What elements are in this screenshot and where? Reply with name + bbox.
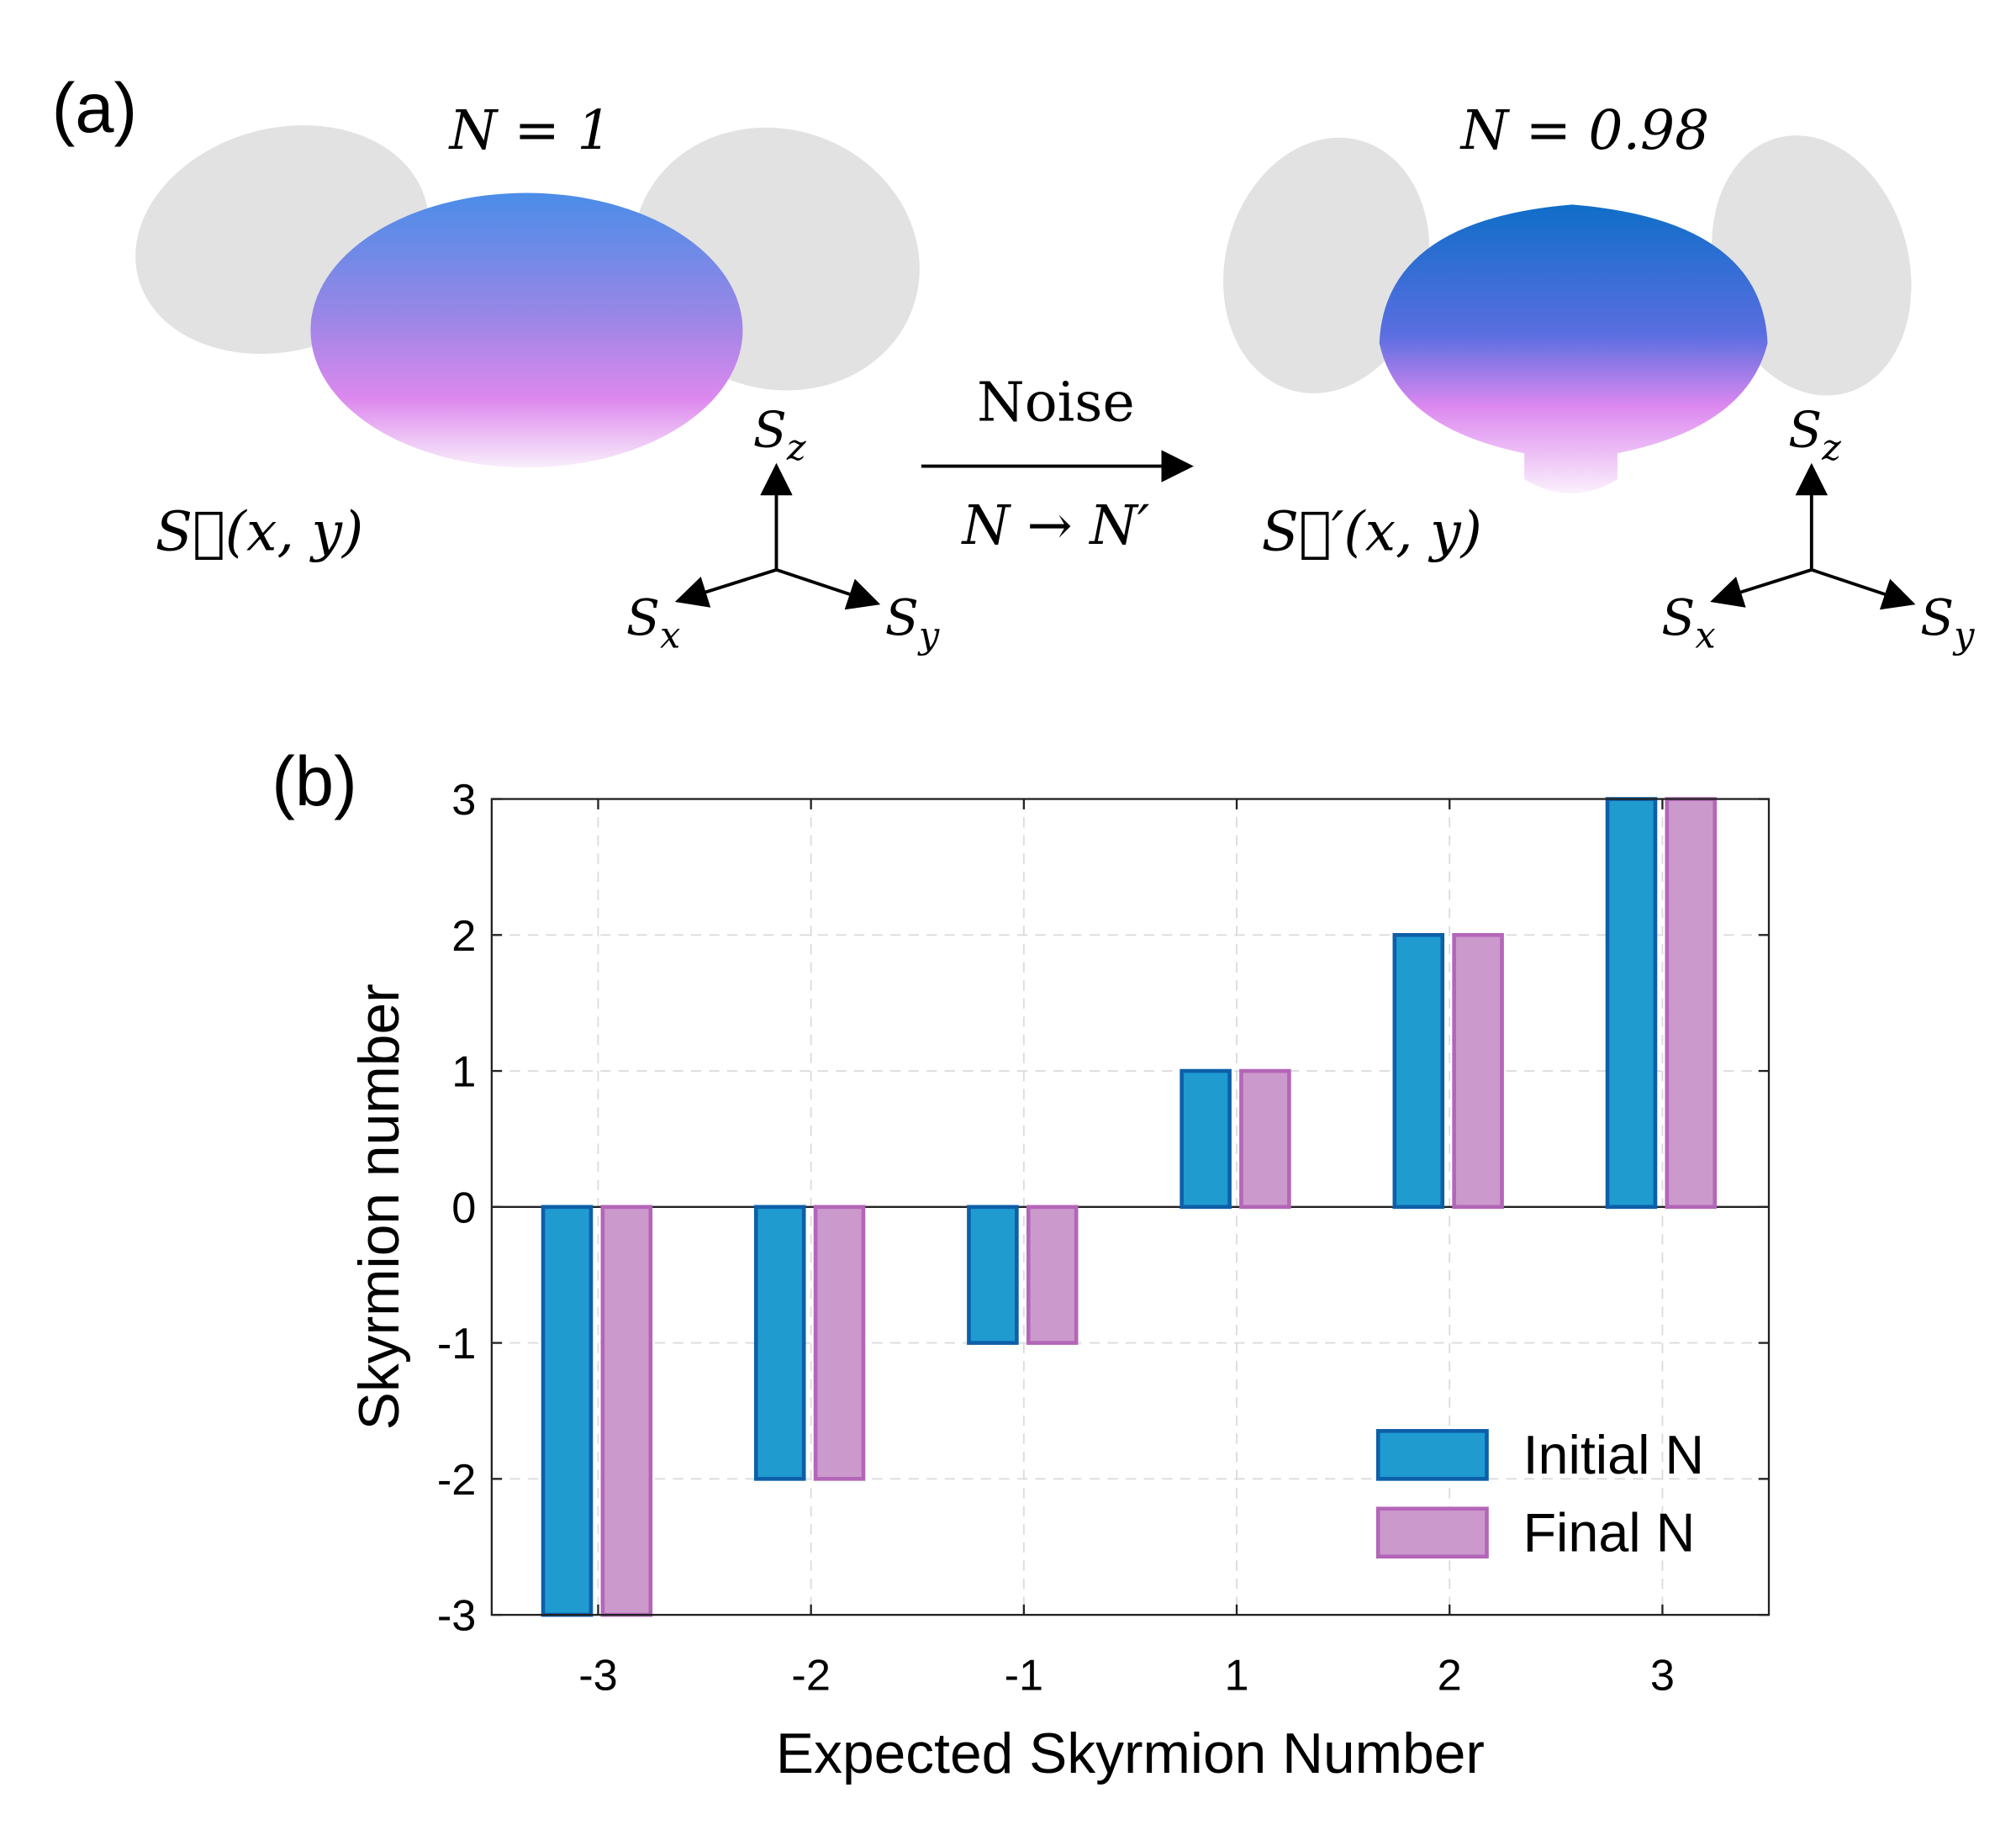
x-tick-label: 3 <box>1650 1651 1675 1700</box>
bar <box>600 1205 653 1617</box>
bar <box>1605 797 1658 1210</box>
y-tick-label: -2 <box>437 1456 477 1505</box>
axis-label: Sx <box>1661 589 1715 656</box>
field-label: S⃗(x, y) <box>156 501 364 564</box>
field-label: S⃗′(x, y) <box>1262 501 1482 564</box>
legend-label: Final N <box>1523 1502 1696 1563</box>
axis-label: Sx <box>626 589 680 656</box>
y-tick-label: 0 <box>451 1184 476 1232</box>
axis-symbol: S <box>753 401 787 458</box>
skyrmion-sphere <box>310 192 743 468</box>
plot-frame <box>490 798 1771 1616</box>
axis-subscript: y <box>917 614 940 656</box>
y-tick-label: -3 <box>437 1592 477 1641</box>
bar <box>541 1205 594 1617</box>
axis-symbol: S <box>1920 589 1954 646</box>
axis-subscript: x <box>660 614 680 656</box>
skyrmion-sphere <box>1379 204 1768 493</box>
projection-blob <box>1223 137 1430 393</box>
axis-symbol: S <box>1788 401 1822 458</box>
axis-labels: Sz Sx Sy Sz Sx Sy <box>626 401 1975 656</box>
y-tick-label: 1 <box>451 1048 476 1097</box>
arrow-label: Noise <box>977 372 1135 435</box>
axis-symbol: S <box>626 589 660 646</box>
bar <box>1452 932 1504 1210</box>
axis-symbol: S <box>885 589 919 646</box>
y-tick-label: 2 <box>451 912 476 961</box>
x-tick-label: -1 <box>1005 1651 1044 1700</box>
x-tick-label: -2 <box>791 1651 831 1700</box>
x-axis-label: Expected Skyrmion Number <box>776 1722 1485 1785</box>
bar <box>967 1205 1019 1345</box>
bar <box>1180 1068 1232 1210</box>
bar <box>753 1205 806 1481</box>
x-tick-label: 2 <box>1438 1651 1462 1700</box>
skyrmion-number: N = 0.98 <box>1459 99 1710 162</box>
axis-symbol: S <box>1661 589 1695 646</box>
axis-subscript: x <box>1695 614 1715 656</box>
axis-subscript: y <box>1952 614 1975 656</box>
bar <box>1239 1068 1291 1210</box>
bar-chart: -3 -2 -1 1 2 3 -3 -2 -1 0 1 2 3 Initial N Final N Expec… <box>348 776 1771 1785</box>
y-axis-label: Skyrmion number <box>348 983 411 1430</box>
legend-swatch <box>1375 1506 1489 1559</box>
y-tick-label: -1 <box>437 1320 477 1368</box>
axis-label: Sy <box>1920 589 1975 656</box>
panel-label: (a) <box>52 69 138 147</box>
bar <box>1665 797 1718 1210</box>
panel-label: (b) <box>272 742 357 820</box>
axis-label: Sz <box>1788 401 1841 468</box>
axis-subscript: z <box>786 427 806 469</box>
y-tick-label: 3 <box>451 776 476 825</box>
arrow-label: N → N′ <box>960 494 1149 557</box>
bar <box>1392 932 1445 1210</box>
legend-swatch <box>1375 1429 1489 1481</box>
axis-label: Sy <box>885 589 940 656</box>
legend-label: Initial N <box>1523 1424 1705 1485</box>
axes-triad <box>674 462 1916 610</box>
axis-subscript: z <box>1821 427 1841 469</box>
bar <box>1026 1205 1079 1345</box>
axis-label: Sz <box>753 401 806 468</box>
bar <box>813 1205 866 1481</box>
x-tick-label: -3 <box>578 1651 618 1700</box>
x-tick-label: 1 <box>1224 1651 1248 1700</box>
skyrmion-number: N = 1 <box>448 99 612 162</box>
